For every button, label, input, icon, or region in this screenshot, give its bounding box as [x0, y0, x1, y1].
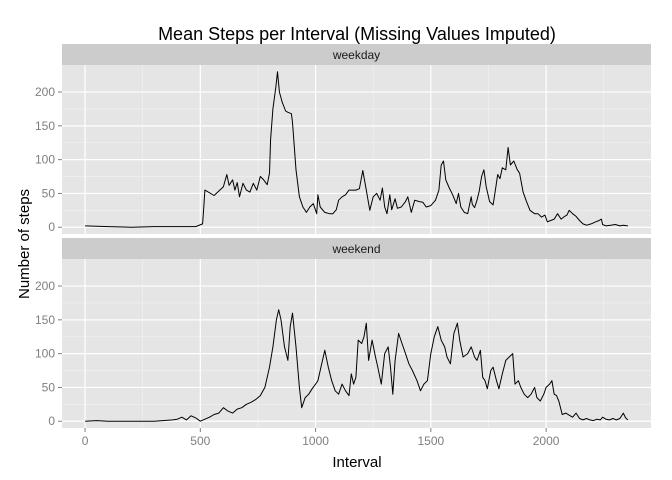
panel-weekday: weekday 0 50 100 150 200 [35, 44, 651, 234]
y-tick-label: 200 [35, 279, 55, 293]
y-tick-label: 100 [35, 153, 55, 167]
x-tick-label: 1500 [417, 434, 444, 448]
y-tick-label: 50 [42, 380, 56, 394]
y-tick-label: 50 [42, 186, 56, 200]
y-tick-label: 0 [48, 220, 55, 234]
x-tick-label: 1000 [302, 434, 329, 448]
x-tick-label: 0 [82, 434, 89, 448]
plot-background [62, 259, 651, 428]
x-tick-label: 500 [190, 434, 210, 448]
y-tick-label: 200 [35, 85, 55, 99]
y-tick-label: 150 [35, 313, 55, 327]
facet-strip-label: weekend [331, 242, 380, 256]
x-axis-title: Interval [332, 454, 381, 471]
series-line-weekday [85, 71, 628, 228]
facet-strip-label: weekday [332, 48, 380, 62]
y-tick-label: 150 [35, 119, 55, 133]
y-tick-label: 0 [48, 414, 55, 428]
facet-panels: weekday 0 50 100 150 200 weekend 0 50 100 150 200 [35, 44, 651, 428]
facet-strip [62, 44, 651, 65]
series-line-weekend [85, 309, 629, 422]
chart-title: Mean Steps per Interval (Missing Values … [158, 24, 556, 44]
y-axis-title: Number of steps [16, 189, 33, 299]
y-tick-label: 100 [35, 347, 55, 361]
x-tick-label: 2000 [533, 434, 560, 448]
plot-background [62, 65, 651, 234]
x-axis: 0 500 1000 1500 2000 [82, 428, 560, 448]
facet-strip [62, 238, 651, 259]
panel-weekend: weekend 0 50 100 150 200 [35, 238, 651, 428]
